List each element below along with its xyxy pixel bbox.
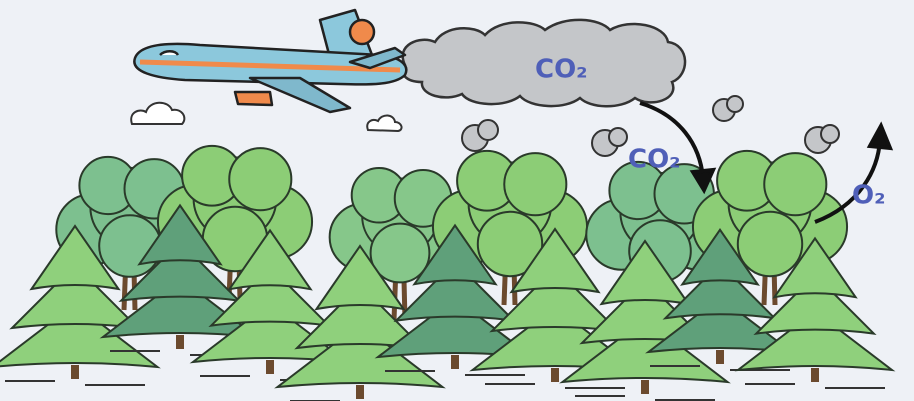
co2-arrow-label: CO₂ <box>628 145 681 175</box>
pine-trunk <box>176 335 184 349</box>
co2-cloud-label: CO₂ <box>535 55 588 85</box>
pine-trunk <box>451 355 459 369</box>
pine-trunk <box>641 380 649 394</box>
pine-trunk <box>551 368 559 382</box>
pine-trunk <box>266 360 274 374</box>
pine-trunk <box>356 385 364 399</box>
tree-canopy <box>229 148 291 210</box>
tree-canopy <box>764 153 826 215</box>
o2-label: O₂ <box>852 181 886 211</box>
illustration: CO₂ CO₂ O₂ <box>0 0 914 401</box>
pine-trunk <box>811 368 819 382</box>
tree-canopy <box>504 153 566 215</box>
tree-canopy <box>738 212 802 276</box>
pine-trunk <box>71 365 79 379</box>
pine-trunk <box>716 350 724 364</box>
